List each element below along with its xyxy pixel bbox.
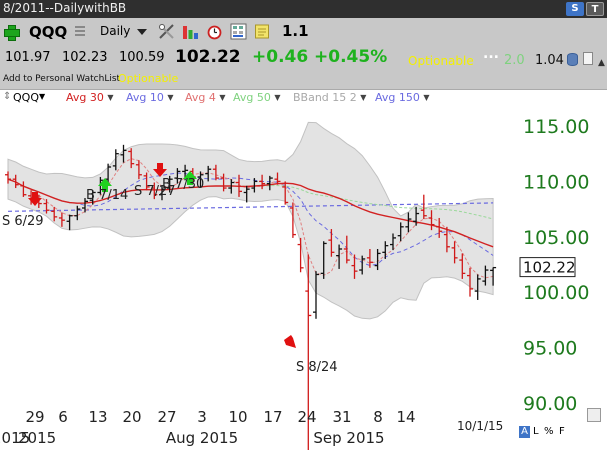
optionable-label: Optionable: [408, 54, 474, 68]
y-tick-label: 90.00: [523, 393, 577, 415]
calculator-icon[interactable]: [230, 23, 247, 40]
auto-scale-button[interactable]: A: [519, 426, 530, 438]
quote-high: 102.23: [62, 50, 108, 65]
legend-dropdown-icon[interactable]: ▼: [107, 93, 114, 102]
y-tick-label: 85.00: [523, 448, 577, 450]
x-tick-label: 14: [396, 408, 415, 426]
last-price-box: [519, 257, 576, 278]
legend-item[interactable]: Avg 30 ▼: [66, 91, 114, 104]
buy-arrow-icon: [98, 178, 112, 192]
alarm-clock-icon[interactable]: [206, 23, 223, 40]
percent-scale-button[interactable]: %: [544, 426, 554, 437]
legend-dropdown-icon[interactable]: ▼: [360, 93, 367, 102]
notes-icon[interactable]: [254, 23, 271, 40]
legend-item[interactable]: Avg 10 ▼: [126, 91, 174, 104]
list-icon[interactable]: [75, 26, 85, 38]
metric-green: 2.0: [504, 53, 525, 68]
price-chart[interactable]: 85.00 90.00 95.00 100.00 105.00 110.00 115.00 1…: [0, 104, 607, 450]
log-scale-button[interactable]: L: [533, 426, 539, 437]
month-label-left-cut: 2015: [0, 429, 30, 447]
x-tick-label: 24: [297, 408, 316, 426]
quote-low: 100.59: [119, 50, 165, 65]
symbol-label[interactable]: QQQ: [29, 23, 68, 41]
indicators-icon[interactable]: [182, 23, 199, 40]
sell-arrow-icon: [28, 192, 42, 206]
y-tick-label: 105.00: [523, 227, 589, 249]
sell-arrow-icon: [284, 335, 296, 348]
add-to-watchlist-link[interactable]: Add to Personal WatchList: [3, 74, 121, 84]
chevron-down-icon[interactable]: [137, 29, 147, 35]
legend-grip-icon[interactable]: ⇕: [3, 91, 12, 102]
quote-change-pct: +0.45%: [314, 47, 388, 67]
period-select[interactable]: Daily: [100, 24, 131, 38]
quote-last: 102.22: [175, 47, 241, 67]
signal-label: S 7/27: [134, 184, 176, 199]
x-tick-label: 3: [197, 408, 207, 426]
buy-arrow-icon: [183, 171, 197, 185]
x-tick-label: 6: [58, 408, 68, 426]
x-tick-label: 31: [332, 408, 351, 426]
document-icon[interactable]: [583, 52, 593, 65]
title-bar: 8/2011--DailywithBB S T: [0, 0, 607, 18]
more-dots[interactable]: ...: [483, 46, 499, 62]
legend-item[interactable]: Avg 4 ▼: [185, 91, 226, 104]
y-tick-label: 100.00: [523, 282, 589, 304]
signal-label: S 6/29: [2, 214, 44, 229]
month-label: Aug 2015: [166, 429, 238, 447]
collapse-arrow-icon[interactable]: ▲: [598, 58, 605, 68]
quote-open: 101.97: [5, 50, 51, 65]
legend-item[interactable]: Avg 150 ▼: [375, 91, 430, 104]
indicator-legend: ⇕ QQQ ▼ Avg 30 ▼ Avg 10 ▼ Avg 4 ▼ Avg 50 ▼ B…: [0, 90, 520, 104]
t-button[interactable]: T: [586, 2, 604, 16]
legend-dropdown-icon[interactable]: ▼: [423, 93, 430, 102]
y-tick-label: 115.00: [523, 116, 589, 138]
legend-symbol[interactable]: QQQ ▼: [13, 91, 46, 104]
signal-label: B 7/30: [162, 177, 204, 192]
signal-label: B 7/14: [86, 188, 128, 203]
y-tick-label: 110.00: [523, 171, 589, 193]
legend-item[interactable]: Avg 50 ▼: [233, 91, 281, 104]
month-label: 2015: [18, 429, 56, 447]
bollinger-band: [7, 121, 494, 320]
month-label: Sep 2015: [313, 429, 384, 447]
fixed-scale-button[interactable]: F: [559, 426, 565, 437]
quote-setting-value: 1.1: [282, 22, 309, 40]
optionable-label-secondary: Optionable: [118, 72, 179, 85]
avg-150-line: [7, 202, 494, 212]
toolbar: QQQ Daily 1.1 101.97 102.23 100.59 102.2…: [0, 18, 607, 90]
last-price-label: 102.22: [523, 259, 576, 277]
window-title: 8/2011--DailywithBB: [3, 1, 127, 15]
x-tick-label: 17: [263, 408, 282, 426]
last-date-label: 10/1/15: [457, 419, 503, 433]
x-tick-label: 27: [157, 408, 176, 426]
x-tick-label: 29: [25, 408, 44, 426]
sell-arrow-icon: [153, 163, 167, 177]
pencil-icon[interactable]: [587, 408, 601, 422]
drawing-tools-icon[interactable]: [158, 23, 175, 40]
metric-black: 1.04: [535, 53, 564, 68]
y-tick-label: 95.00: [523, 338, 577, 360]
avg-30-line: [7, 178, 494, 248]
legend-dropdown-icon[interactable]: ▼: [274, 93, 281, 102]
quote-change: +0.46: [252, 47, 309, 67]
add-plus-icon[interactable]: [4, 25, 20, 41]
legend-dropdown-icon[interactable]: ▼: [167, 93, 174, 102]
legend-item[interactable]: BBand 15 2 ▼: [293, 91, 367, 104]
avg-10-line: [7, 172, 494, 267]
x-tick-label: 10: [228, 408, 247, 426]
x-tick-label: 8: [373, 408, 383, 426]
database-icon[interactable]: [567, 53, 578, 66]
s-button[interactable]: S: [566, 2, 584, 16]
signal-label: S 8/24: [296, 360, 338, 375]
x-tick-label: 20: [122, 408, 141, 426]
x-tick-label: 13: [88, 408, 107, 426]
legend-dropdown-icon[interactable]: ▼: [219, 93, 226, 102]
